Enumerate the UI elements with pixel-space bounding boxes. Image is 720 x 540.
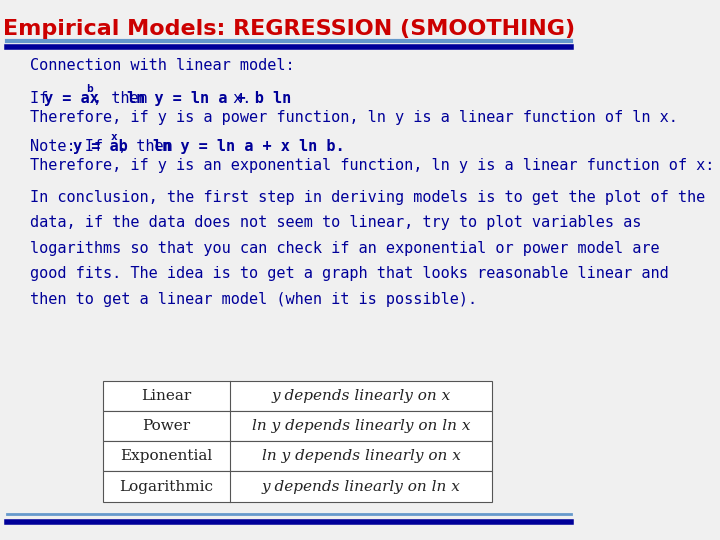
Bar (103, 471, 492, 502)
Text: b: b (86, 84, 93, 94)
Text: y depends linearly on ln x: y depends linearly on ln x (261, 480, 461, 494)
Text: , then: , then (118, 139, 182, 154)
Text: Note: If: Note: If (30, 139, 112, 154)
Text: Therefore, if y is a power function, ln y is a linear function of ln x.: Therefore, if y is a power function, ln … (30, 110, 678, 125)
Text: ln y depends linearly on x: ln y depends linearly on x (261, 449, 461, 463)
Text: Therefore, if y is an exponential function, ln y is a linear function of x:: Therefore, if y is an exponential functi… (30, 158, 714, 173)
Text: ln y = ln a + b ln: ln y = ln a + b ln (127, 91, 291, 106)
Text: x: x (110, 132, 117, 143)
Text: good fits. The idea is to get a graph that looks reasonable linear and: good fits. The idea is to get a graph th… (30, 266, 668, 281)
Text: y depends linearly on x: y depends linearly on x (271, 389, 451, 403)
Text: ln y = ln a + x ln b.: ln y = ln a + x ln b. (153, 139, 344, 154)
Text: Exponential: Exponential (120, 449, 212, 463)
Text: ln y depends linearly on ln x: ln y depends linearly on ln x (252, 419, 470, 433)
Bar (103, 441, 492, 471)
Text: logarithms so that you can check if an exponential or power model are: logarithms so that you can check if an e… (30, 241, 660, 256)
Text: x.: x. (225, 91, 252, 106)
Text: Linear: Linear (141, 389, 192, 403)
Bar (103, 381, 492, 411)
Text: y = ax: y = ax (45, 91, 99, 106)
Text: Empirical Models: REGRESSION (SMOOTHING): Empirical Models: REGRESSION (SMOOTHING) (3, 19, 575, 39)
Bar (103, 411, 492, 441)
Text: then to get a linear model (when it is possible).: then to get a linear model (when it is p… (30, 292, 477, 307)
Text: If: If (30, 91, 57, 106)
Text: data, if the data does not seem to linear, try to plot variables as: data, if the data does not seem to linea… (30, 215, 641, 231)
Text: Connection with linear model:: Connection with linear model: (30, 58, 294, 73)
Text: , then: , then (93, 91, 157, 106)
Text: Power: Power (143, 419, 191, 433)
Text: y = ab: y = ab (73, 139, 127, 154)
Text: In conclusion, the first step in deriving models is to get the plot of the: In conclusion, the first step in derivin… (30, 190, 705, 205)
Text: Logarithmic: Logarithmic (120, 480, 213, 494)
